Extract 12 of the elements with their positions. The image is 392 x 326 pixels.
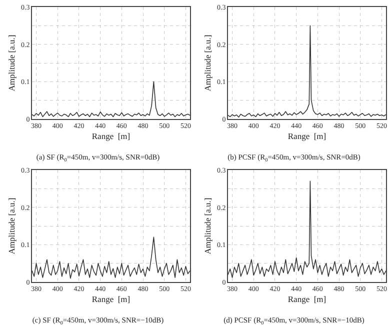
line-series xyxy=(32,81,190,118)
line-series xyxy=(32,236,190,279)
x-axis-title: Range [m] xyxy=(92,130,130,141)
x-axis-title: Range [m] xyxy=(92,294,130,304)
y-axis-title: Amplitude [a.u.] xyxy=(202,198,212,254)
x-axis-title: Range [m] xyxy=(288,294,326,304)
y-axis-title: Amplitude [a.u.] xyxy=(6,34,16,92)
line-series xyxy=(228,180,386,278)
y-axis-title: Amplitude [a.u.] xyxy=(6,198,16,254)
x-axis-title: Range [m] xyxy=(288,130,326,141)
line-series xyxy=(228,25,386,118)
y-axis-title: Amplitude [a.u.] xyxy=(202,34,212,92)
